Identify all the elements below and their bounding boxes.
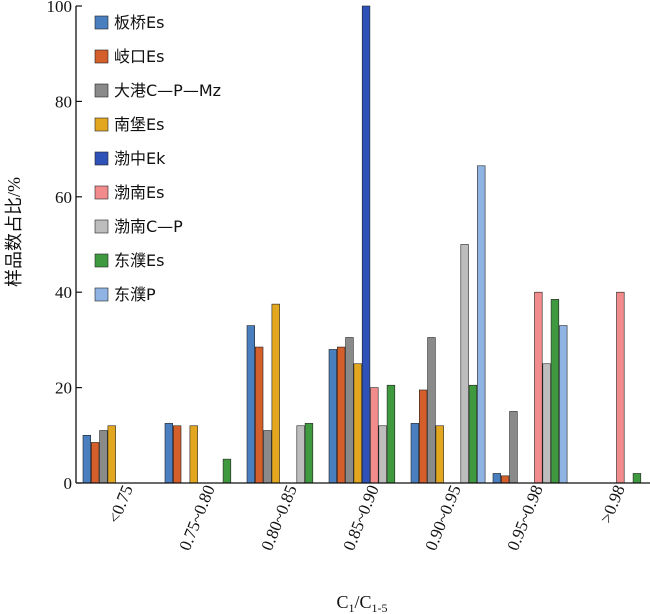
bar: [534, 291, 543, 484]
bar: [632, 473, 642, 484]
bar: [82, 434, 91, 484]
x-axis-category-labels: <0.75 0.75~0.80 0.80~0.85 0.85~0.90 0.90~0.9…: [104, 482, 628, 553]
legend-label: 渤南C—P: [114, 217, 183, 236]
x-axis-title-part: 1-5: [372, 601, 388, 614]
bar: [99, 430, 108, 484]
x-axis-title: C1/C1-5: [336, 592, 387, 614]
bar: [468, 384, 478, 484]
legend-swatch: [94, 83, 109, 98]
y-axis-ticks: 0 20 40 60 80 100: [47, 0, 82, 493]
y-tick-label: 60: [55, 188, 72, 207]
legend-label: 渤中Ek: [114, 149, 166, 168]
bar: [509, 411, 518, 484]
bar: [164, 423, 173, 484]
legend-label: 渤南Es: [114, 183, 164, 202]
legend-swatch: [94, 287, 109, 302]
legend-label: 南堡Es: [114, 115, 164, 134]
x-tick-label: <0.75: [104, 482, 136, 526]
bar: [304, 423, 314, 484]
bar: [345, 337, 354, 484]
x-tick-label: 0.95~0.98: [503, 482, 546, 553]
bars: [82, 5, 642, 484]
legend-label: 东濮P: [114, 285, 156, 304]
y-tick-label: 0: [64, 474, 73, 493]
bar: [263, 430, 272, 484]
bar: [361, 5, 371, 484]
x-axis-title-part: /C: [355, 592, 372, 612]
bar: [222, 458, 232, 484]
legend-swatch: [94, 185, 109, 200]
bar: [477, 165, 486, 484]
bar: [500, 475, 510, 484]
bar: [91, 442, 100, 484]
bar: [107, 425, 116, 484]
bar: [370, 387, 379, 484]
bar: [378, 425, 387, 484]
y-axis-title: 样品数占比/%: [4, 177, 24, 287]
bar: [435, 425, 444, 484]
bar: [550, 299, 560, 484]
bar: [255, 346, 264, 484]
legend-swatch: [94, 253, 109, 268]
bar: [542, 363, 551, 484]
x-tick-label: 0.90~0.95: [421, 482, 464, 553]
bar: [559, 325, 568, 484]
bar: [616, 291, 625, 484]
bar: [410, 423, 419, 484]
x-tick-label: 0.85~0.90: [339, 482, 382, 553]
bar: [296, 425, 305, 484]
bar: [353, 363, 362, 484]
bar: [336, 346, 346, 484]
legend-label: 大港C—P—Mz: [114, 81, 221, 100]
x-axis-title-part: C: [336, 592, 348, 612]
x-tick-label: 0.75~0.80: [175, 482, 218, 553]
legend-swatch: [94, 49, 109, 64]
bar: [328, 349, 337, 484]
x-tick-label: 0.80~0.85: [257, 482, 300, 553]
bar: [189, 425, 198, 484]
bar: [418, 389, 428, 484]
bar: [460, 244, 469, 484]
y-tick-label: 40: [55, 283, 72, 302]
y-tick-label: 80: [55, 92, 72, 111]
legend-swatch: [94, 151, 109, 166]
legend-label: 岐口Es: [114, 47, 164, 66]
bar: [271, 303, 280, 484]
legend-label: 东濮Es: [114, 251, 164, 270]
y-tick-label: 100: [47, 0, 73, 16]
legend-label: 板桥Es: [114, 13, 164, 32]
legend-swatch: [94, 15, 109, 30]
x-axis-title-part: 1: [349, 601, 355, 614]
bar: [427, 337, 436, 484]
bar: [386, 384, 396, 484]
bar: [246, 325, 255, 484]
y-tick-label: 20: [55, 379, 72, 398]
bar: [492, 473, 501, 484]
legend: 板桥Es 岐口Es 大港C—P—Mz 南堡Es 渤中Ek 渤南Es 渤南C—P 东濮Es 东濮P: [94, 13, 221, 304]
legend-swatch: [94, 219, 109, 234]
bar: [173, 425, 182, 484]
legend-swatch: [94, 117, 109, 132]
x-tick-label: >0.98: [596, 482, 628, 526]
